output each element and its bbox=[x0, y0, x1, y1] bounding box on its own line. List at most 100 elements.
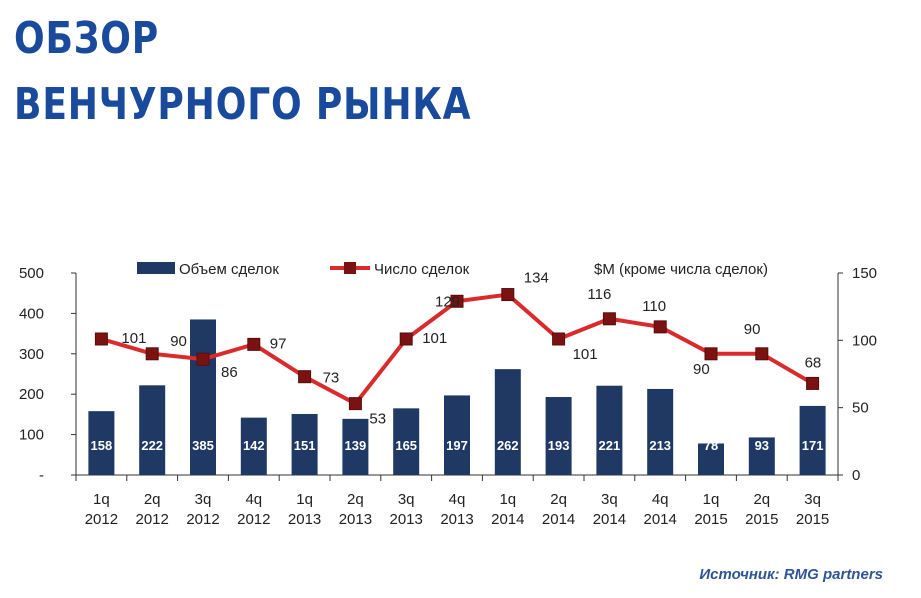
x-tick-label-year: 2012 bbox=[85, 511, 118, 528]
legend-bar-swatch bbox=[137, 262, 175, 274]
line-marker bbox=[94, 332, 108, 346]
x-tick-label-quarter: 4q bbox=[245, 491, 262, 508]
bar bbox=[698, 443, 724, 475]
bar bbox=[494, 369, 521, 475]
bar-data-label: 171 bbox=[802, 438, 824, 453]
bar bbox=[393, 408, 420, 475]
line-marker bbox=[247, 337, 261, 351]
x-tick-label-year: 2013 bbox=[390, 511, 423, 528]
line-marker bbox=[755, 347, 769, 361]
x-tick-label-year: 2014 bbox=[542, 511, 575, 528]
bar bbox=[444, 395, 470, 475]
x-tick-label-quarter: 3q bbox=[195, 491, 212, 508]
x-tick-label-year: 2014 bbox=[644, 511, 677, 528]
x-tick-label-quarter: 2q bbox=[144, 491, 161, 508]
x-tick-label-year: 2013 bbox=[440, 511, 473, 528]
x-tick-label-year: 2015 bbox=[796, 511, 829, 528]
bar-data-label: 165 bbox=[395, 438, 417, 453]
bar-data-label: 222 bbox=[141, 438, 163, 453]
line-data-label: 110 bbox=[642, 298, 666, 315]
x-tick-label-year: 2014 bbox=[491, 511, 524, 528]
right-tick-label: 0 bbox=[852, 467, 860, 484]
line-data-label: 134 bbox=[524, 270, 549, 287]
right-tick-label: 150 bbox=[852, 265, 877, 282]
x-tick-label-year: 2012 bbox=[237, 511, 270, 528]
x-tick-label-year: 2013 bbox=[288, 511, 321, 528]
line-data-label: 90 bbox=[693, 361, 710, 378]
line-marker bbox=[348, 397, 362, 411]
x-tick-label-quarter: 1q bbox=[499, 491, 516, 508]
bar-data-label: 193 bbox=[548, 438, 570, 453]
left-tick-label: - bbox=[39, 467, 44, 484]
bar-data-label: 158 bbox=[91, 438, 113, 453]
x-tick-label-quarter: 3q bbox=[601, 491, 618, 508]
line-marker bbox=[704, 347, 718, 361]
x-tick-label-quarter: 1q bbox=[93, 491, 110, 508]
line-data-label: 73 bbox=[323, 370, 340, 387]
line-data-label: 97 bbox=[270, 335, 287, 352]
title-line-2: ВЕНЧУРНОГО РЫНКА bbox=[14, 79, 472, 130]
line-marker bbox=[145, 347, 159, 361]
legend-line-marker bbox=[344, 262, 356, 274]
bar bbox=[240, 417, 267, 475]
line-marker bbox=[653, 320, 667, 334]
bar bbox=[190, 319, 216, 475]
x-tick-label-year: 2015 bbox=[694, 511, 727, 528]
bar-data-label: 213 bbox=[649, 438, 671, 453]
bar bbox=[342, 418, 369, 475]
x-tick-label-year: 2015 bbox=[745, 511, 778, 528]
line-data-label: 101 bbox=[573, 346, 598, 363]
left-tick-label: 200 bbox=[19, 386, 44, 403]
x-tick-label-year: 2012 bbox=[186, 511, 219, 528]
left-tick-label: 500 bbox=[19, 265, 44, 282]
bar-data-label: 139 bbox=[345, 438, 367, 453]
x-tick-label-quarter: 3q bbox=[804, 491, 821, 508]
x-tick-label-year: 2014 bbox=[593, 511, 626, 528]
line-data-label: 129 bbox=[435, 293, 460, 310]
left-tick-label: 100 bbox=[19, 427, 44, 444]
x-tick-label-quarter: 1q bbox=[703, 491, 720, 508]
x-tick-label-quarter: 1q bbox=[296, 491, 313, 508]
line-marker bbox=[806, 376, 820, 390]
right-tick-label: 50 bbox=[852, 400, 869, 417]
bar-data-label: 262 bbox=[497, 438, 519, 453]
bar-data-label: 221 bbox=[599, 438, 621, 453]
x-tick-label-quarter: 2q bbox=[347, 491, 364, 508]
bar-data-label: 142 bbox=[243, 438, 265, 453]
x-tick-label-quarter: 2q bbox=[753, 491, 770, 508]
line-marker bbox=[450, 294, 464, 308]
x-tick-label-quarter: 4q bbox=[652, 491, 669, 508]
line-marker bbox=[602, 312, 616, 326]
line-data-label: 53 bbox=[369, 411, 386, 428]
x-tick-label-year: 2013 bbox=[339, 511, 372, 528]
line-marker bbox=[399, 332, 413, 346]
x-tick-label-quarter: 3q bbox=[398, 491, 415, 508]
bar-data-label: 151 bbox=[294, 438, 316, 453]
line-marker bbox=[196, 352, 210, 366]
line-marker bbox=[298, 370, 312, 384]
bar bbox=[545, 397, 572, 475]
line-data-label: 68 bbox=[805, 354, 822, 371]
x-tick-label-quarter: 4q bbox=[449, 491, 466, 508]
left-tick-label: 300 bbox=[19, 346, 44, 363]
line-marker bbox=[501, 288, 515, 302]
line-data-label: 116 bbox=[587, 286, 611, 303]
bar-data-label: 78 bbox=[704, 438, 718, 453]
line-data-label: 86 bbox=[221, 364, 238, 381]
title-line-1: ОБЗОР bbox=[14, 13, 160, 64]
x-tick-label-year: 2012 bbox=[136, 511, 169, 528]
legend-bar-label: Объем сделок bbox=[179, 261, 279, 278]
line-data-label: 90 bbox=[170, 333, 187, 350]
bar bbox=[647, 388, 674, 475]
left-tick-label: 400 bbox=[19, 305, 44, 322]
bar bbox=[596, 385, 623, 475]
bar bbox=[291, 413, 318, 475]
line-data-label: 90 bbox=[744, 321, 761, 338]
page-title: ОБЗОР ВЕНЧУРНОГО РЫНКА bbox=[14, 6, 471, 138]
bar-data-label: 385 bbox=[192, 438, 214, 453]
source-note: Источник: RMG partners bbox=[699, 566, 883, 583]
x-tick-label-quarter: 2q bbox=[550, 491, 567, 508]
line-marker bbox=[552, 332, 566, 346]
unit-label: $M (кроме числа сделок) bbox=[594, 261, 768, 278]
